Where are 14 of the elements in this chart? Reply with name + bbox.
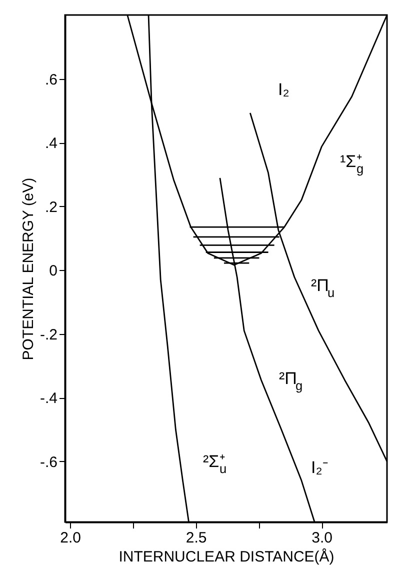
y-tick-label: .2 <box>44 198 58 216</box>
x-tick-label: 2.0 <box>60 530 81 546</box>
annotation: I₂ <box>278 80 290 99</box>
x-tick-label: 2.5 <box>186 530 207 546</box>
x-axis-title: INTERNUCLEAR DISTANCE(Å) <box>118 548 334 566</box>
y-axis-title: POTENTIAL ENERGY (eV) <box>20 178 37 360</box>
annotation: I₂⁻ <box>311 458 328 477</box>
x-tick-label: 3.0 <box>312 530 333 546</box>
y-tick-label: .6 <box>44 71 58 88</box>
y-tick-label: -.6 <box>40 454 58 471</box>
y-tick-label: .4 <box>44 135 58 152</box>
y-tick-label: 0 <box>49 262 58 280</box>
y-tick-label: -.2 <box>40 326 58 344</box>
y-tick-label: -.4 <box>40 390 58 408</box>
